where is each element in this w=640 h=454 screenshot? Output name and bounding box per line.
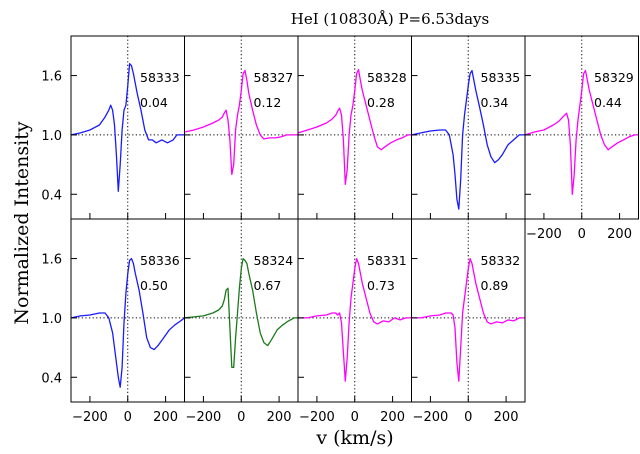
phase-label: 0.50 xyxy=(140,278,168,293)
spectrum-line-58324 xyxy=(184,257,298,369)
x-tick-label: −200 xyxy=(72,410,108,425)
panel-58327: 58327 0.12 xyxy=(184,35,299,220)
x-tick-label: 0 xyxy=(124,410,132,425)
y-tick-label: 1.6 xyxy=(41,253,62,268)
y-tick-label: 0.4 xyxy=(41,371,62,386)
x-tick-label: 200 xyxy=(607,227,632,242)
phase-label: 0.04 xyxy=(140,95,168,110)
x-tick-label: −200 xyxy=(413,410,449,425)
panel-58331: 58331 0.73 −200 0 200 xyxy=(297,218,412,425)
observation-id-label: 58331 xyxy=(367,253,407,268)
observation-id-label: 58333 xyxy=(140,70,180,85)
x-tick-label: −200 xyxy=(299,410,335,425)
observation-id-label: 58335 xyxy=(481,70,521,85)
phase-label: 0.34 xyxy=(481,95,509,110)
spectrum-line-58327 xyxy=(184,69,298,176)
phase-label: 0.28 xyxy=(367,95,395,110)
x-tick-label: 200 xyxy=(153,410,178,425)
spectrum-line-58332 xyxy=(411,257,525,382)
spectrum-line-58329 xyxy=(524,69,639,195)
panel-58328: 58328 0.28 xyxy=(297,35,412,220)
panels-layer: 58333 0.04 0.4 1.0 1.6 58327 0.12 58328 0.28 5833… xyxy=(41,35,639,425)
y-tick-label: 1.6 xyxy=(41,70,62,85)
x-axis-label: v (km/s) xyxy=(315,427,393,449)
x-tick-label: 0 xyxy=(351,410,359,425)
observation-id-label: 58329 xyxy=(594,70,634,85)
observation-id-label: 58324 xyxy=(254,253,294,268)
x-tick-label: 0 xyxy=(237,410,245,425)
x-tick-label: −200 xyxy=(526,227,562,242)
y-tick-label: 1.0 xyxy=(41,312,62,327)
observation-id-label: 58328 xyxy=(367,70,407,85)
phase-label: 0.12 xyxy=(254,95,282,110)
x-tick-label: 200 xyxy=(494,410,519,425)
y-tick-label: 1.0 xyxy=(41,129,62,144)
spectrum-line-58333 xyxy=(70,63,185,192)
y-axis-label: Normalized Intensity xyxy=(11,121,33,324)
phase-label: 0.44 xyxy=(594,95,622,110)
panel-58329: 58329 0.44 −200 0 200 xyxy=(524,35,639,242)
observation-id-label: 58332 xyxy=(481,253,521,268)
y-tick-label: 0.4 xyxy=(41,188,62,203)
x-tick-label: 200 xyxy=(267,410,292,425)
panel-58333: 58333 0.04 0.4 1.0 1.6 xyxy=(41,35,185,220)
spectrum-line-58335 xyxy=(411,69,525,210)
observation-id-label: 58336 xyxy=(140,253,180,268)
panel-58335: 58335 0.34 xyxy=(411,35,526,220)
spectrum-line-58331 xyxy=(298,257,412,382)
x-tick-label: −200 xyxy=(186,410,222,425)
phase-label: 0.89 xyxy=(481,278,509,293)
phase-label: 0.73 xyxy=(367,278,395,293)
observation-id-label: 58327 xyxy=(254,70,294,85)
x-tick-label: 200 xyxy=(380,410,405,425)
x-tick-label: 0 xyxy=(578,227,586,242)
phase-label: 0.67 xyxy=(254,278,282,293)
panel-58336: 58336 0.50 0.4 1.0 1.6 −200 0 200 xyxy=(41,218,185,425)
spectrum-line-58336 xyxy=(70,257,185,388)
x-tick-label: 0 xyxy=(464,410,472,425)
panel-58332: 58332 0.89 −200 0 200 xyxy=(411,218,526,425)
spectrum-line-58328 xyxy=(297,68,412,186)
chart-title: HeI (10830Å) P=6.53days xyxy=(291,10,489,28)
panel-58324: 58324 0.67 −200 0 200 xyxy=(184,218,299,425)
